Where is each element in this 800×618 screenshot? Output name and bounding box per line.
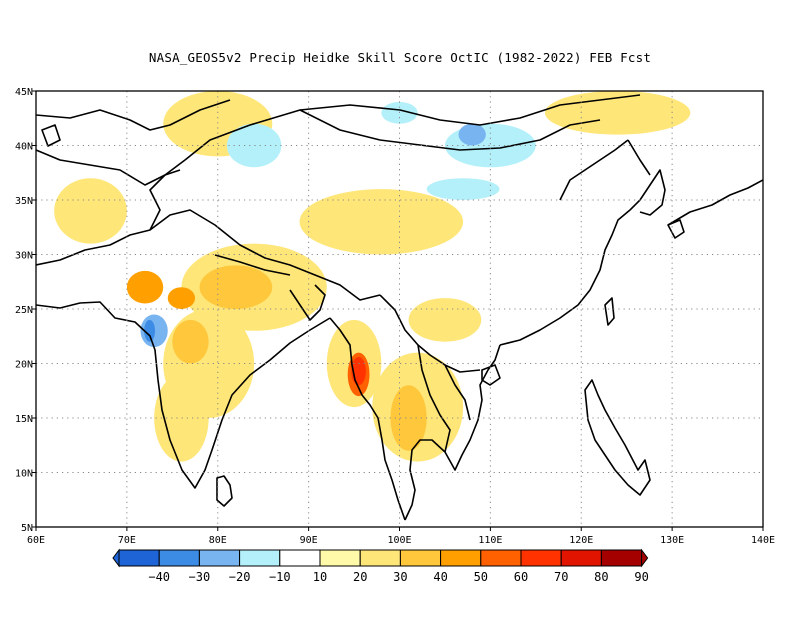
skill-region-4 [299, 189, 464, 255]
map-title: NASA_GEOS5v2 Precip Heidke Skill Score O… [148, 50, 652, 65]
skill-region-21 [458, 123, 486, 146]
skill-region-10 [199, 265, 273, 310]
coastline-hainan [481, 364, 501, 386]
border-laos-vietnam [444, 364, 471, 421]
lon-tick-label: 80E [209, 535, 227, 546]
skill-region-13 [126, 270, 164, 304]
colorbar-swatch [279, 549, 321, 567]
map-frame [35, 90, 764, 528]
coastline-china-south [499, 209, 631, 346]
colorbar-swatch [399, 549, 442, 567]
skill-region-7 [54, 178, 127, 244]
colorbar-label: −10 [269, 570, 291, 584]
skill-region-17 [226, 123, 282, 168]
colorbar-left-extension [112, 548, 120, 568]
lon-tick-label: 110E [478, 535, 502, 546]
skill-region-2 [154, 374, 209, 462]
colorbar-label: 90 [634, 570, 648, 584]
coastline-philippines [584, 379, 651, 496]
lat-tick-label: 35N [15, 196, 33, 207]
coastlines-and-borders [36, 94, 763, 521]
colorbar-swatch [359, 549, 401, 567]
border-mongolia [299, 109, 601, 151]
longitude-tick-labels: 60E 70E 80E 90E 100E 110E 120E 130E 140E [27, 527, 775, 546]
coastline-korea [629, 169, 666, 216]
colorbar-swatch [198, 549, 241, 567]
colorbar-swatch [440, 549, 482, 567]
border-korea-china [627, 139, 651, 176]
lon-tick-label: 130E [660, 535, 684, 546]
border-indochina [417, 344, 451, 453]
colorbar-swatch [520, 549, 562, 567]
colorbar-label: 60 [514, 570, 528, 584]
colorbar-swatch [239, 549, 281, 567]
colorbar-swatch [480, 549, 522, 567]
border-central-asia [36, 99, 231, 131]
lon-tick-label: 140E [751, 535, 775, 546]
inland-lake [41, 124, 61, 147]
colorbar-swatch [319, 549, 361, 567]
lon-tick-label: 70E [118, 535, 136, 546]
lat-tick-label: 25N [15, 305, 33, 316]
latitude-tick-labels: 5N 10N 15N 20N 25N 30N 35N 40N 45N [15, 87, 36, 534]
colorbar-swatch [118, 549, 160, 567]
coastline-sri-lanka [216, 475, 233, 507]
colorbar-swatch [600, 549, 643, 567]
colorbar-swatch [158, 549, 200, 567]
lat-tick-label: 10N [15, 469, 33, 480]
colorbar-swatch [560, 549, 602, 567]
border-bangladesh [289, 284, 326, 321]
colorbar-label: 80 [594, 570, 608, 584]
border-himalaya [149, 209, 381, 301]
lat-tick-label: 45N [15, 87, 33, 98]
lat-tick-label: 15N [15, 414, 33, 425]
colorbar-labels: −40 −30 −20 −10 10 20 30 40 50 60 70 80 90 [148, 570, 648, 584]
skill-region-14 [167, 287, 196, 309]
border-afghanistan [36, 94, 641, 186]
border-nepal [214, 254, 291, 276]
coastline-japan-kyushu [667, 219, 685, 239]
lat-lon-grid [36, 91, 763, 527]
colorbar-label: 20 [353, 570, 367, 584]
lon-tick-label: 90E [300, 535, 318, 546]
lat-tick-label: 20N [15, 360, 33, 371]
colorbar-label: 30 [393, 570, 407, 584]
lat-tick-label: 5N [21, 523, 33, 534]
colorbar-label: 70 [554, 570, 568, 584]
colorbar-label: 40 [433, 570, 447, 584]
lat-tick-label: 40N [15, 142, 33, 153]
colorbar-label: 50 [474, 570, 488, 584]
coastline-yellow-sea [559, 139, 629, 201]
coastline-japan [667, 179, 763, 226]
colorbar [112, 548, 649, 568]
skill-region-23 [144, 319, 156, 342]
skill-region-9 [408, 298, 482, 342]
coastline-taiwan [604, 297, 615, 326]
skill-region-19 [426, 178, 500, 201]
colorbar-label: −30 [189, 570, 211, 584]
skill-shading [54, 91, 691, 462]
coastline-myanmar [329, 317, 406, 521]
colorbar-label: −40 [148, 570, 170, 584]
skill-region-11 [172, 319, 209, 364]
lon-tick-label: 60E [27, 535, 45, 546]
coastline-india-west [36, 301, 331, 489]
lon-tick-label: 120E [569, 535, 593, 546]
colorbar-right-extension [641, 548, 649, 568]
colorbar-label: 10 [313, 570, 327, 584]
lon-tick-label: 100E [387, 535, 411, 546]
colorbar-label: −20 [229, 570, 251, 584]
skill-region-18 [444, 123, 536, 168]
border-myanmar-china [379, 294, 481, 373]
lat-tick-label: 30N [15, 251, 33, 262]
